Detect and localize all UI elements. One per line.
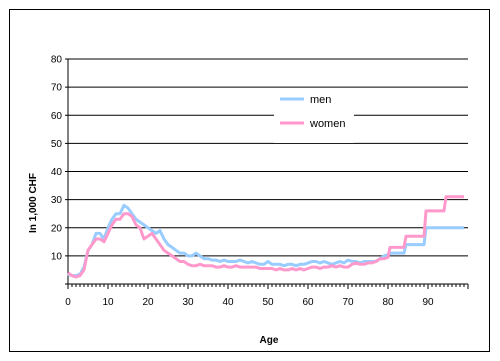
- gridlines: [68, 58, 468, 257]
- legend-label-men: men: [310, 94, 331, 106]
- y-tick-label-70: 70: [51, 83, 63, 94]
- x-tick-label-20: 20: [142, 297, 154, 308]
- y-tick-label-20: 20: [51, 223, 63, 234]
- y-axis-title: In 1,000 CHF: [28, 173, 39, 233]
- x-tick-label-90: 90: [422, 297, 434, 308]
- x-tick-label-70: 70: [342, 297, 354, 308]
- series-lines: [67, 195, 464, 279]
- x-tick-label-0: 0: [65, 297, 71, 308]
- legend: men women: [274, 91, 354, 143]
- x-tick-label-30: 30: [182, 297, 194, 308]
- y-tick-label-60: 60: [51, 111, 63, 122]
- series-line-women: [67, 195, 464, 279]
- y-tick-label-50: 50: [51, 139, 63, 150]
- legend-label-women: women: [309, 118, 345, 130]
- x-tick-label-80: 80: [382, 297, 394, 308]
- y-tick-label-80: 80: [51, 55, 63, 66]
- y-tick-label-30: 30: [51, 195, 63, 206]
- series-line-men: [67, 203, 464, 278]
- x-tick-label-50: 50: [262, 297, 274, 308]
- chart-frame: [9, 9, 490, 352]
- x-axis-title: Age: [260, 335, 279, 346]
- axes: 10 20 30 40 50 60 70 80 0 10 20 30 40 50 60 70 80 90: [51, 55, 469, 308]
- y-tick-label-40: 40: [51, 167, 63, 178]
- x-tick-label-10: 10: [102, 297, 114, 308]
- x-tick-label-40: 40: [222, 297, 234, 308]
- y-tick-label-10: 10: [51, 251, 63, 262]
- x-tick-label-60: 60: [302, 297, 314, 308]
